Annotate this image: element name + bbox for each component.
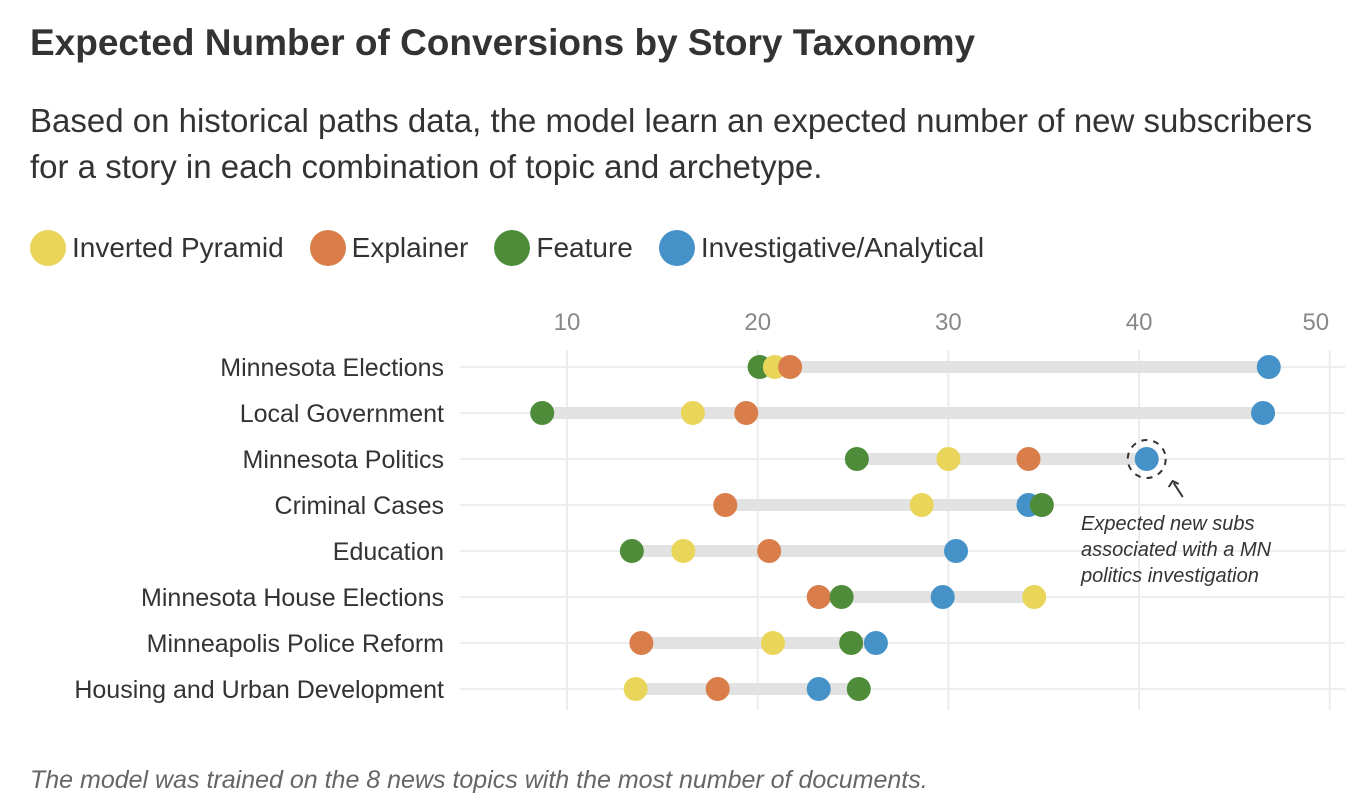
category-label: Local Government — [240, 400, 444, 428]
data-point — [1251, 401, 1276, 425]
chart-subtitle: Based on historical paths data, the mode… — [30, 102, 1313, 185]
data-point — [839, 631, 864, 655]
data-point — [680, 401, 705, 425]
category-label: Minnesota House Elections — [141, 584, 444, 612]
data-point — [757, 539, 782, 563]
data-point — [734, 401, 759, 425]
legend-item: Feature — [494, 230, 633, 266]
annotation-arrowhead — [1167, 479, 1180, 488]
range-bar — [542, 407, 1264, 419]
data-point — [1029, 493, 1054, 517]
category-label: Education — [333, 538, 444, 566]
legend-label: Inverted Pyramid — [72, 232, 284, 263]
data-point — [1256, 355, 1281, 379]
legend-label: Feature — [536, 232, 633, 263]
data-point — [629, 631, 654, 655]
category-label: Minneapolis Police Reform — [147, 630, 444, 658]
data-point — [1022, 585, 1047, 609]
data-point — [806, 677, 831, 701]
data-point — [844, 447, 869, 471]
legend-dot — [494, 230, 531, 266]
category-label: Criminal Cases — [275, 492, 444, 520]
legend-label: Explainer — [351, 232, 469, 263]
legend-item: Explainer — [309, 230, 469, 266]
data-point — [806, 585, 831, 609]
legend-dot — [30, 230, 66, 266]
data-point — [846, 677, 871, 701]
x-tick-label: 20 — [744, 309, 771, 336]
data-point — [944, 539, 969, 563]
range-bar — [641, 637, 876, 649]
data-point — [863, 631, 888, 655]
data-point — [778, 355, 803, 379]
data-point — [713, 493, 738, 517]
annotation-text: Expected new subs — [1081, 513, 1254, 535]
data-point — [705, 677, 730, 701]
annotation-text: associated with a MN — [1081, 539, 1272, 561]
data-point — [1134, 447, 1159, 471]
range-bar — [725, 499, 1042, 511]
data-point — [530, 401, 555, 425]
footnote: The model was trained on the 8 news topi… — [30, 766, 928, 794]
data-point — [829, 585, 854, 609]
category-label: Minnesota Politics — [243, 446, 444, 474]
x-tick-label: 40 — [1126, 309, 1153, 336]
range-bar — [856, 453, 1147, 465]
chart-title: Expected Number of Conversions by Story … — [30, 22, 976, 63]
x-tick-label: 10 — [554, 309, 581, 336]
data-point — [623, 677, 648, 701]
legend-item: Inverted Pyramid — [30, 230, 284, 266]
data-point — [619, 539, 644, 563]
data-point — [671, 539, 696, 563]
legend-dot — [309, 230, 346, 266]
data-point — [930, 585, 955, 609]
legend-item: Investigative/Analytical — [658, 230, 985, 266]
range-bar — [818, 591, 1035, 603]
category-label: Minnesota Elections — [220, 354, 444, 382]
legend-dot — [658, 230, 695, 266]
data-point — [909, 493, 934, 517]
x-tick-label: 50 — [1302, 309, 1329, 336]
annotation-arrow — [1172, 482, 1184, 498]
data-point — [760, 631, 785, 655]
legend-label: Investigative/Analytical — [700, 232, 985, 263]
range-bar — [759, 361, 1269, 373]
x-tick-label: 30 — [935, 309, 962, 336]
annotation-text: politics investigation — [1080, 565, 1259, 587]
range-bar — [631, 545, 957, 557]
data-point — [936, 447, 961, 471]
data-point — [1016, 447, 1041, 471]
category-label: Housing and Urban Development — [74, 676, 444, 704]
range-bar — [635, 683, 859, 695]
legend: Inverted Pyramid Explainer Feature Investig… — [30, 230, 1010, 266]
annotation-highlight-circle — [1126, 439, 1167, 479]
